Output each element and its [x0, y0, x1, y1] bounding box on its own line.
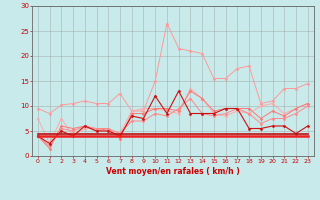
X-axis label: Vent moyen/en rafales ( km/h ): Vent moyen/en rafales ( km/h ) [106, 167, 240, 176]
